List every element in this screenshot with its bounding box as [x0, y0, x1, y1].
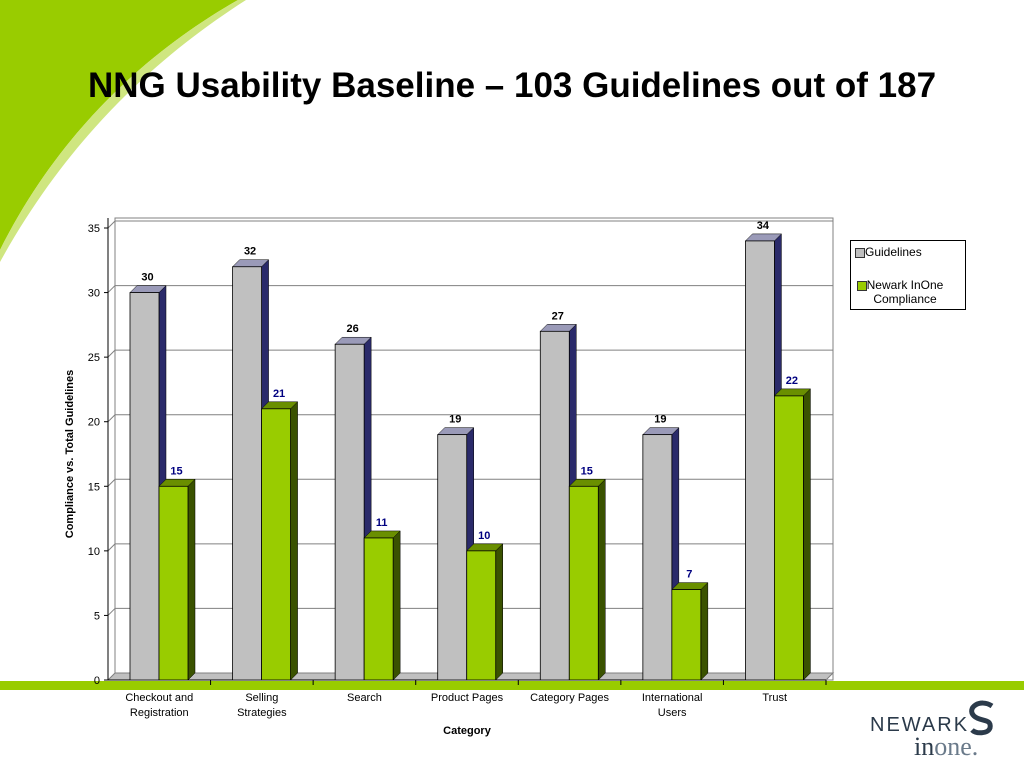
gridline-diag [107, 220, 116, 229]
brand-sub-a: in [914, 732, 935, 761]
bar-compliance [466, 550, 497, 681]
brand-name: NEWARK [870, 714, 970, 736]
data-label-guidelines: 26 [347, 323, 359, 335]
y-axis-title: Compliance vs. Total Guidelines [64, 370, 76, 539]
gridline-diag [107, 414, 116, 423]
data-label-compliance: 10 [478, 530, 490, 542]
x-tick-label: Search [347, 692, 382, 704]
bar-compliance [568, 485, 599, 681]
slide-title: NNG Usability Baseline – 103 Guidelines … [88, 66, 937, 105]
y-tick-label: 10 [88, 546, 100, 558]
legend-swatch-guidelines [855, 248, 865, 258]
top-left-swoosh [0, 0, 238, 250]
legend-item-guidelines: Guidelines [855, 245, 922, 259]
bar-guidelines [129, 292, 160, 681]
y-tick-label: 30 [88, 288, 100, 300]
bar-side-compliance [598, 478, 606, 681]
bar-side-compliance [290, 401, 298, 681]
bar-side-compliance [495, 543, 503, 681]
bar-guidelines [334, 343, 365, 681]
y-tick-label: 20 [88, 417, 100, 429]
bar-compliance [158, 485, 189, 681]
data-label-guidelines: 27 [552, 310, 564, 322]
gridline-diag [107, 543, 116, 552]
data-label-guidelines: 34 [757, 220, 770, 232]
gridline-diag [107, 478, 116, 487]
x-tick-label: Checkout and Registration [125, 692, 193, 719]
data-label-guidelines: 32 [244, 246, 256, 258]
gridline-diag [107, 349, 116, 358]
bar-compliance [363, 537, 394, 681]
x-tick-label: Product Pages [431, 692, 504, 704]
data-label-compliance: 22 [786, 375, 798, 387]
x-tick-label: Category Pages [530, 692, 609, 704]
data-label-guidelines: 19 [449, 414, 461, 426]
y-tick-label: 5 [94, 610, 100, 622]
data-label-compliance: 7 [686, 569, 692, 581]
brand-sub: inone. [914, 732, 978, 762]
x-tick-label: International Users [642, 692, 703, 719]
bar-guidelines [539, 330, 570, 681]
legend-label-guidelines: Guidelines [865, 245, 922, 259]
bar-guidelines [437, 434, 468, 681]
data-label-guidelines: 19 [654, 414, 666, 426]
brand-sub-b: one. [934, 732, 979, 761]
legend-label-compliance: Newark InOne Compliance [866, 278, 944, 306]
data-label-compliance: 21 [273, 388, 285, 400]
data-label-compliance: 15 [581, 465, 593, 477]
y-tick-label: 0 [94, 675, 100, 687]
bar-side-compliance [392, 530, 401, 681]
bar-guidelines [232, 266, 262, 681]
bar-guidelines [642, 434, 673, 681]
bar-guidelines [745, 240, 775, 681]
data-label-guidelines: 30 [141, 272, 153, 284]
y-tick-label: 25 [88, 352, 100, 364]
bar-side-compliance [187, 478, 196, 681]
y-tick-label: 15 [88, 481, 100, 493]
green-band [0, 681, 1024, 690]
legend-item-compliance: Newark InOne Compliance [857, 278, 953, 306]
x-tick-label: Selling Strategies [237, 692, 287, 719]
bar-compliance [261, 408, 291, 681]
data-label-compliance: 15 [170, 465, 182, 477]
x-axis-title: Category [443, 725, 492, 737]
gridline-diag [107, 608, 116, 616]
bar-side-compliance [700, 581, 709, 681]
bar-compliance [774, 395, 804, 681]
y-tick-label: 35 [88, 223, 100, 235]
data-label-compliance: 11 [376, 517, 388, 529]
legend-swatch-compliance [857, 281, 867, 291]
logo-swirl-icon [969, 700, 994, 736]
bar-side-compliance [803, 388, 811, 681]
x-tick-label: Trust [762, 692, 787, 704]
chart-legend: Guidelines Newark InOne Compliance [850, 240, 966, 310]
gridline-diag [107, 285, 116, 293]
newark-inone-logo: NEWARK inone. [870, 700, 1010, 762]
bar-compliance [671, 589, 702, 681]
